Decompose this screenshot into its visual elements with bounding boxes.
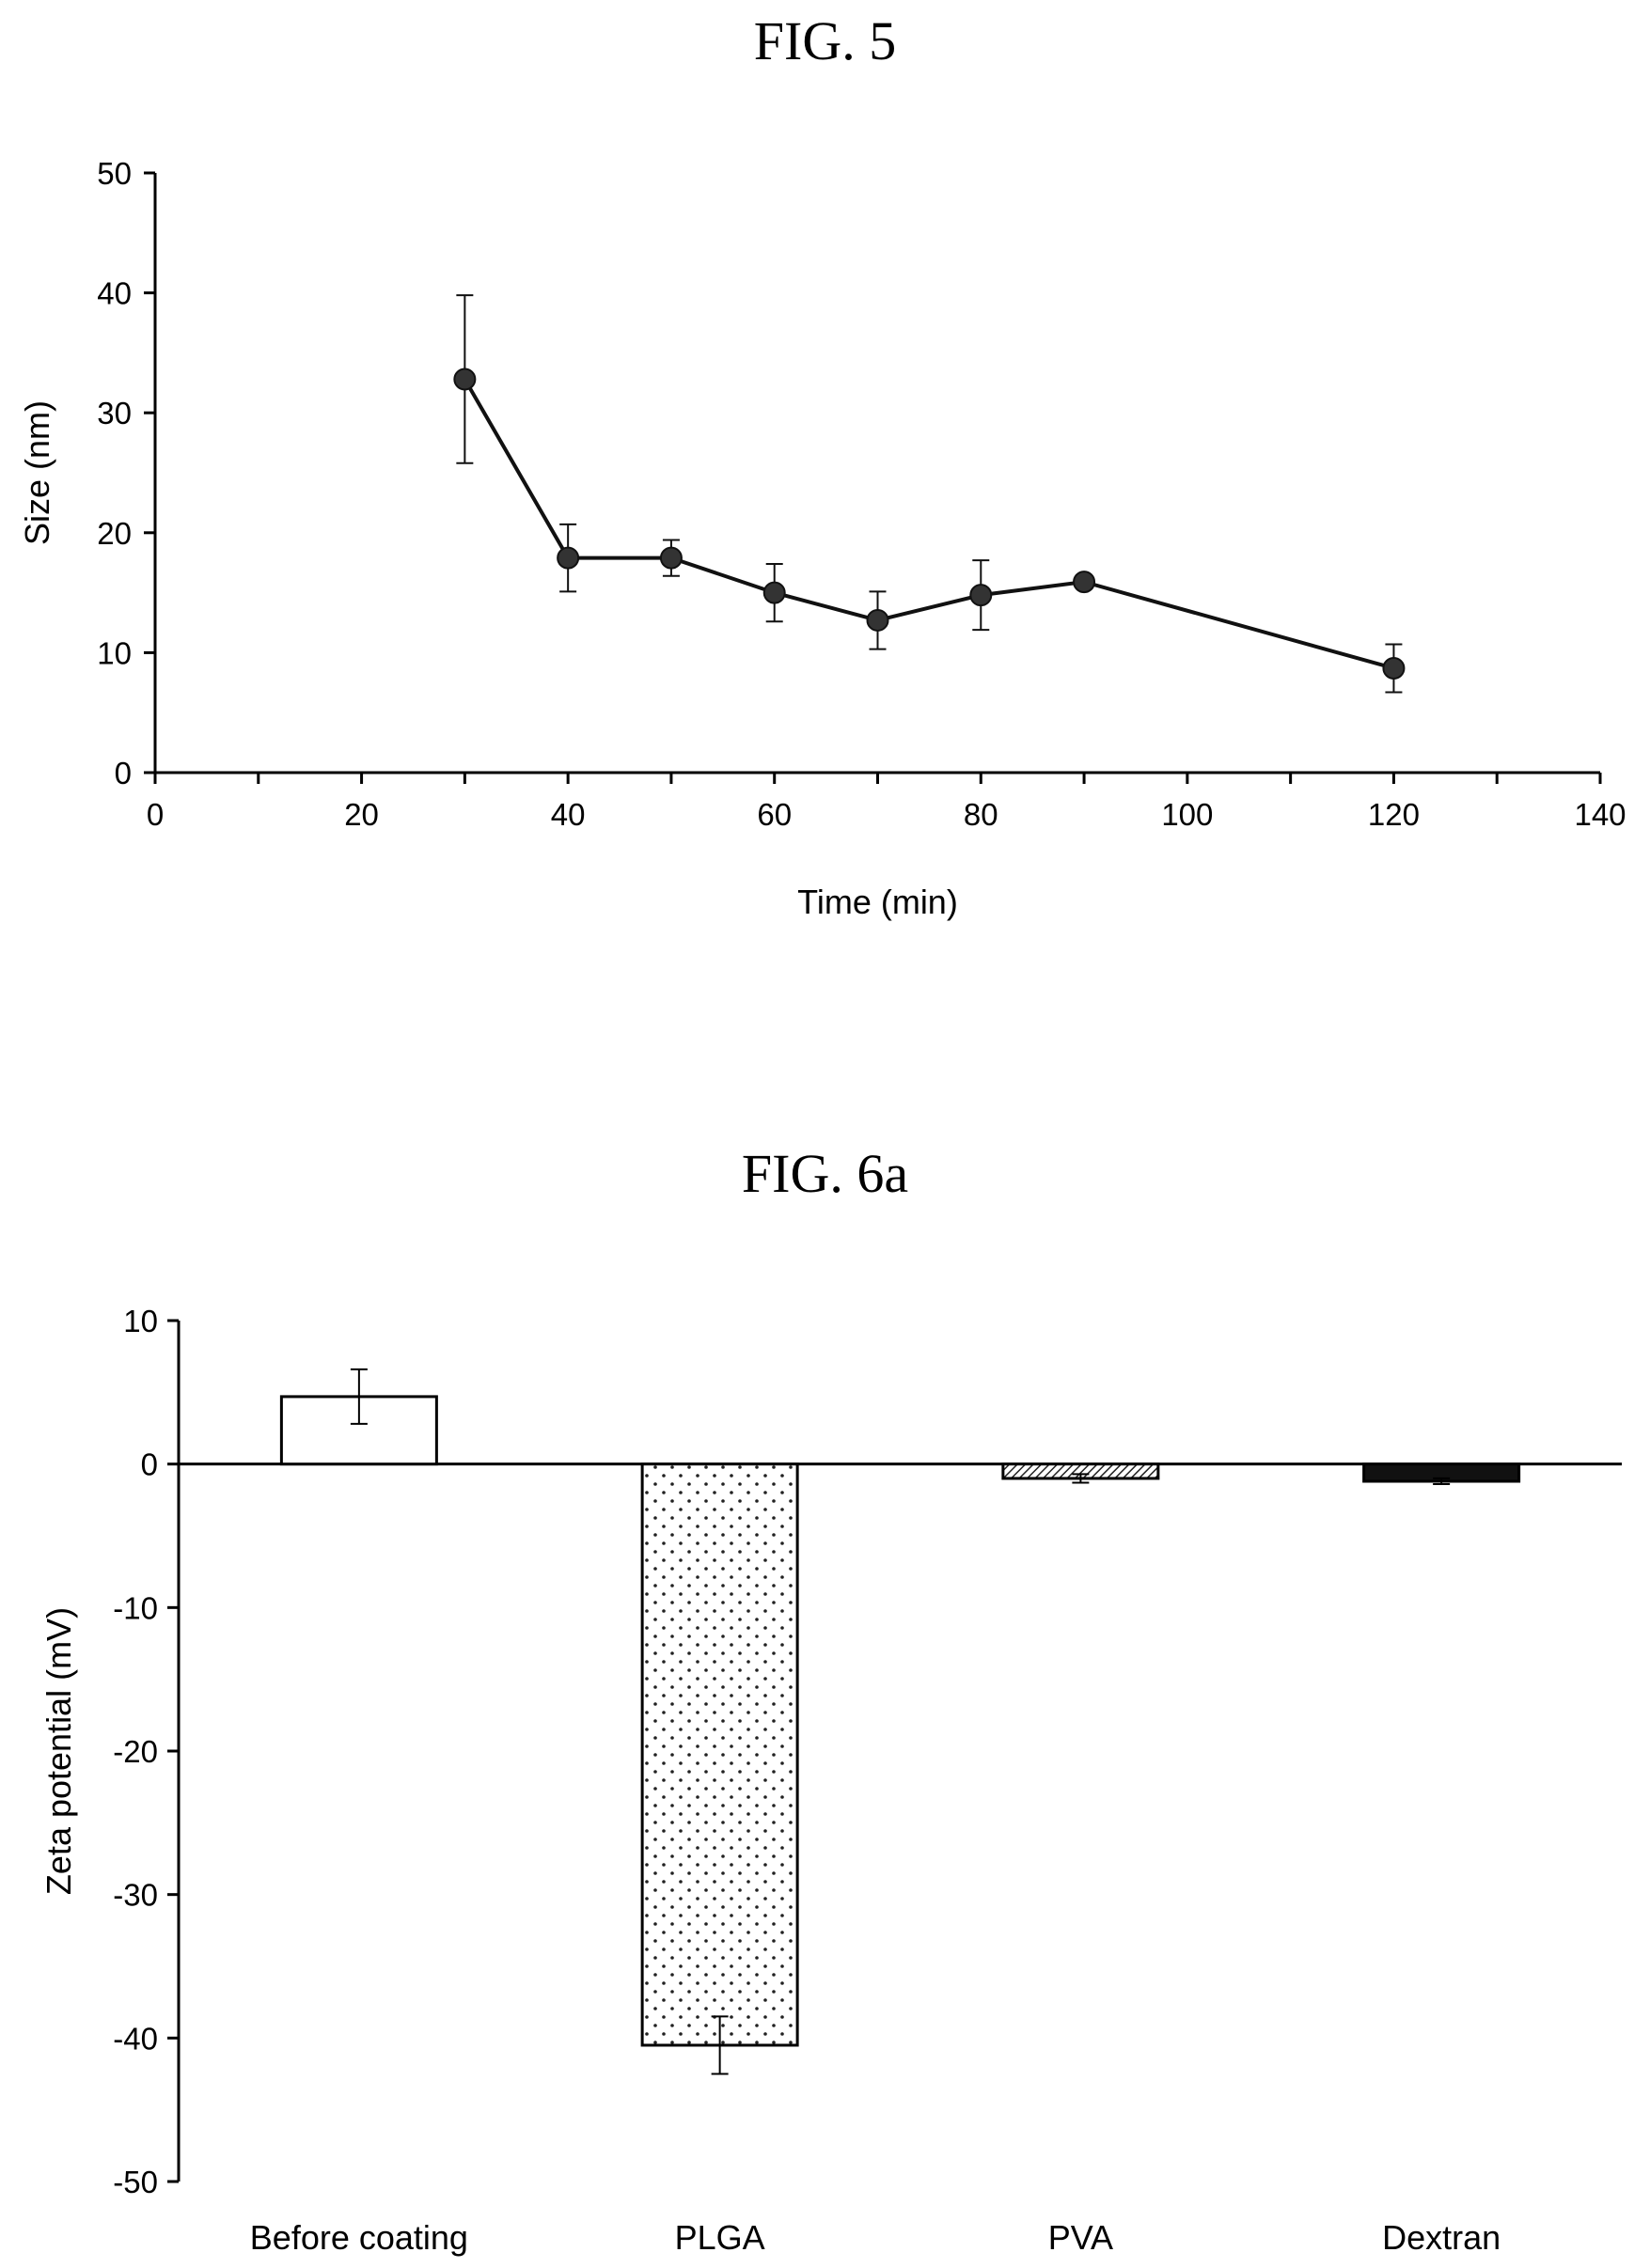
y-tick-label: 50 <box>97 156 132 191</box>
y-tick-label: 0 <box>115 756 132 790</box>
x-axis-label: Time (min) <box>797 883 958 921</box>
series-line <box>463 378 1394 670</box>
y-axis-label: Size (nm) <box>18 400 56 545</box>
y-tick-label: 20 <box>97 516 132 551</box>
x-tick-label: 0 <box>147 797 164 832</box>
y-axis-label: Zeta potential (mV) <box>39 1607 78 1895</box>
data-point <box>1382 656 1406 680</box>
y-tick-label: -30 <box>113 1878 158 1913</box>
data-point <box>453 368 477 391</box>
x-tick-label: 40 <box>551 797 586 832</box>
y-tick-label: 0 <box>141 1447 158 1482</box>
y-tick-label: 10 <box>97 635 132 670</box>
y-tick-label: 40 <box>97 276 132 311</box>
y-tick-label: -50 <box>113 2165 158 2199</box>
data-point <box>659 546 683 570</box>
data-point <box>866 608 889 632</box>
y-tick-label: 30 <box>97 396 132 430</box>
y-tick-label: -40 <box>113 2021 158 2056</box>
data-point <box>969 584 993 607</box>
x-tick-label: 120 <box>1368 797 1420 832</box>
y-tick-label: -20 <box>113 1734 158 1769</box>
x-tick-label: 60 <box>757 797 792 832</box>
figure-5-title: FIG. 5 <box>753 10 897 71</box>
category-label: Dextran <box>1382 2218 1501 2257</box>
x-tick-label: 140 <box>1574 797 1626 832</box>
data-point <box>762 581 786 604</box>
x-tick-label: 100 <box>1161 797 1213 832</box>
bar <box>640 1462 799 2047</box>
y-tick-label: 10 <box>123 1304 158 1338</box>
y-tick-label: -10 <box>113 1590 158 1625</box>
x-tick-label: 80 <box>964 797 998 832</box>
x-tick-label: 20 <box>344 797 379 832</box>
fig5-line-chart: 0 10 20 30 40 50 0 20 40 60 80 100 120 140 Time (min) S… <box>18 156 1626 921</box>
category-label: PLGA <box>675 2218 765 2257</box>
data-point <box>1073 571 1096 594</box>
category-label: PVA <box>1048 2218 1113 2257</box>
data-point <box>557 546 580 570</box>
figure-6a-title: FIG. 6a <box>741 1143 909 1204</box>
category-label: Before coating <box>250 2218 468 2257</box>
